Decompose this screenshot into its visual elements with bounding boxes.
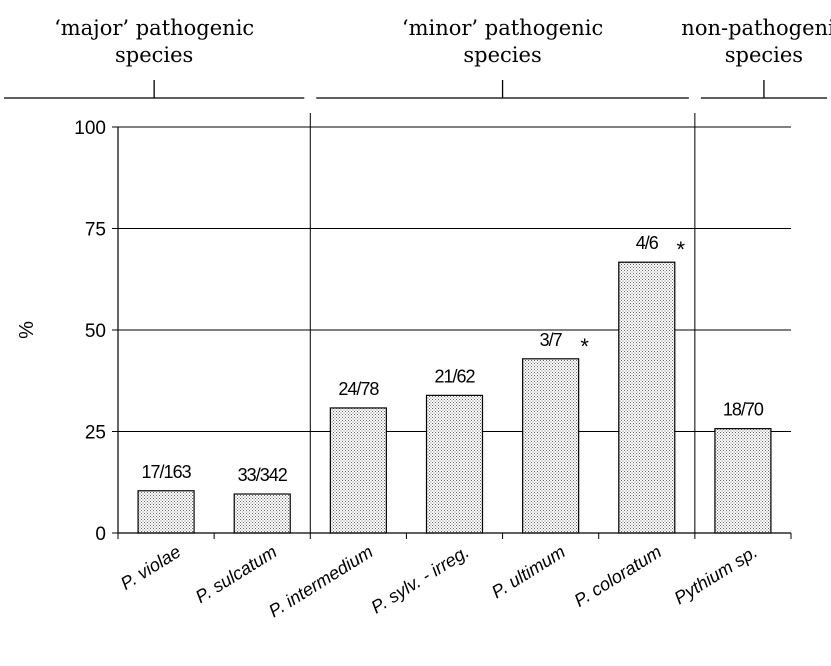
y-tick-label: 100 — [74, 118, 106, 139]
data-label: 3/7 — [540, 330, 563, 350]
y-tick-label: 25 — [85, 423, 106, 444]
bar — [329, 407, 387, 534]
group-title-line2: species — [463, 43, 541, 67]
data-label: 33/342 — [238, 465, 288, 485]
x-category-label: Pythium sp. — [671, 541, 761, 608]
group-title-line1: ‘minor’ pathogenic — [402, 16, 603, 40]
group-title-line1: non-pathogenic — [681, 16, 831, 40]
bar — [714, 428, 772, 534]
data-label: 18/70 — [723, 400, 764, 420]
data-label: 21/62 — [434, 366, 475, 386]
axes: 0 25 50 75 100 — [74, 118, 792, 545]
group-title-line2: species — [725, 43, 803, 67]
x-category-label: P. intermedium — [265, 541, 376, 621]
y-axis-label: % — [16, 321, 38, 339]
group-separators — [309, 113, 696, 533]
x-category-label: P. ultimum — [488, 541, 569, 602]
significance-marker: * — [580, 334, 589, 359]
bars — [137, 261, 772, 534]
bar — [425, 394, 484, 534]
significance-marker: * — [677, 237, 686, 262]
y-tick-label: 75 — [85, 220, 106, 241]
bar — [233, 493, 291, 534]
y-tick-label: 0 — [95, 524, 106, 545]
group-title-line1: ‘major’ pathogenic — [54, 16, 254, 40]
data-label: 17/163 — [142, 462, 192, 482]
y-tick-label: 50 — [85, 321, 106, 342]
bar — [137, 490, 195, 534]
x-category-label: P. sylv. - irreg. — [368, 541, 473, 617]
x-category-label: P. sulcatum — [192, 541, 280, 607]
x-category-label: P. coloratum — [571, 541, 665, 610]
bar — [522, 358, 580, 534]
data-label: 24/78 — [338, 379, 379, 399]
bar — [618, 261, 676, 534]
data-label: 4/6 — [636, 233, 659, 253]
x-category-label: P. violae — [117, 541, 184, 593]
group-headers: ‘major’ pathogenic species ‘minor’ pathoge… — [4, 16, 831, 99]
group-title-line2: species — [115, 43, 193, 67]
